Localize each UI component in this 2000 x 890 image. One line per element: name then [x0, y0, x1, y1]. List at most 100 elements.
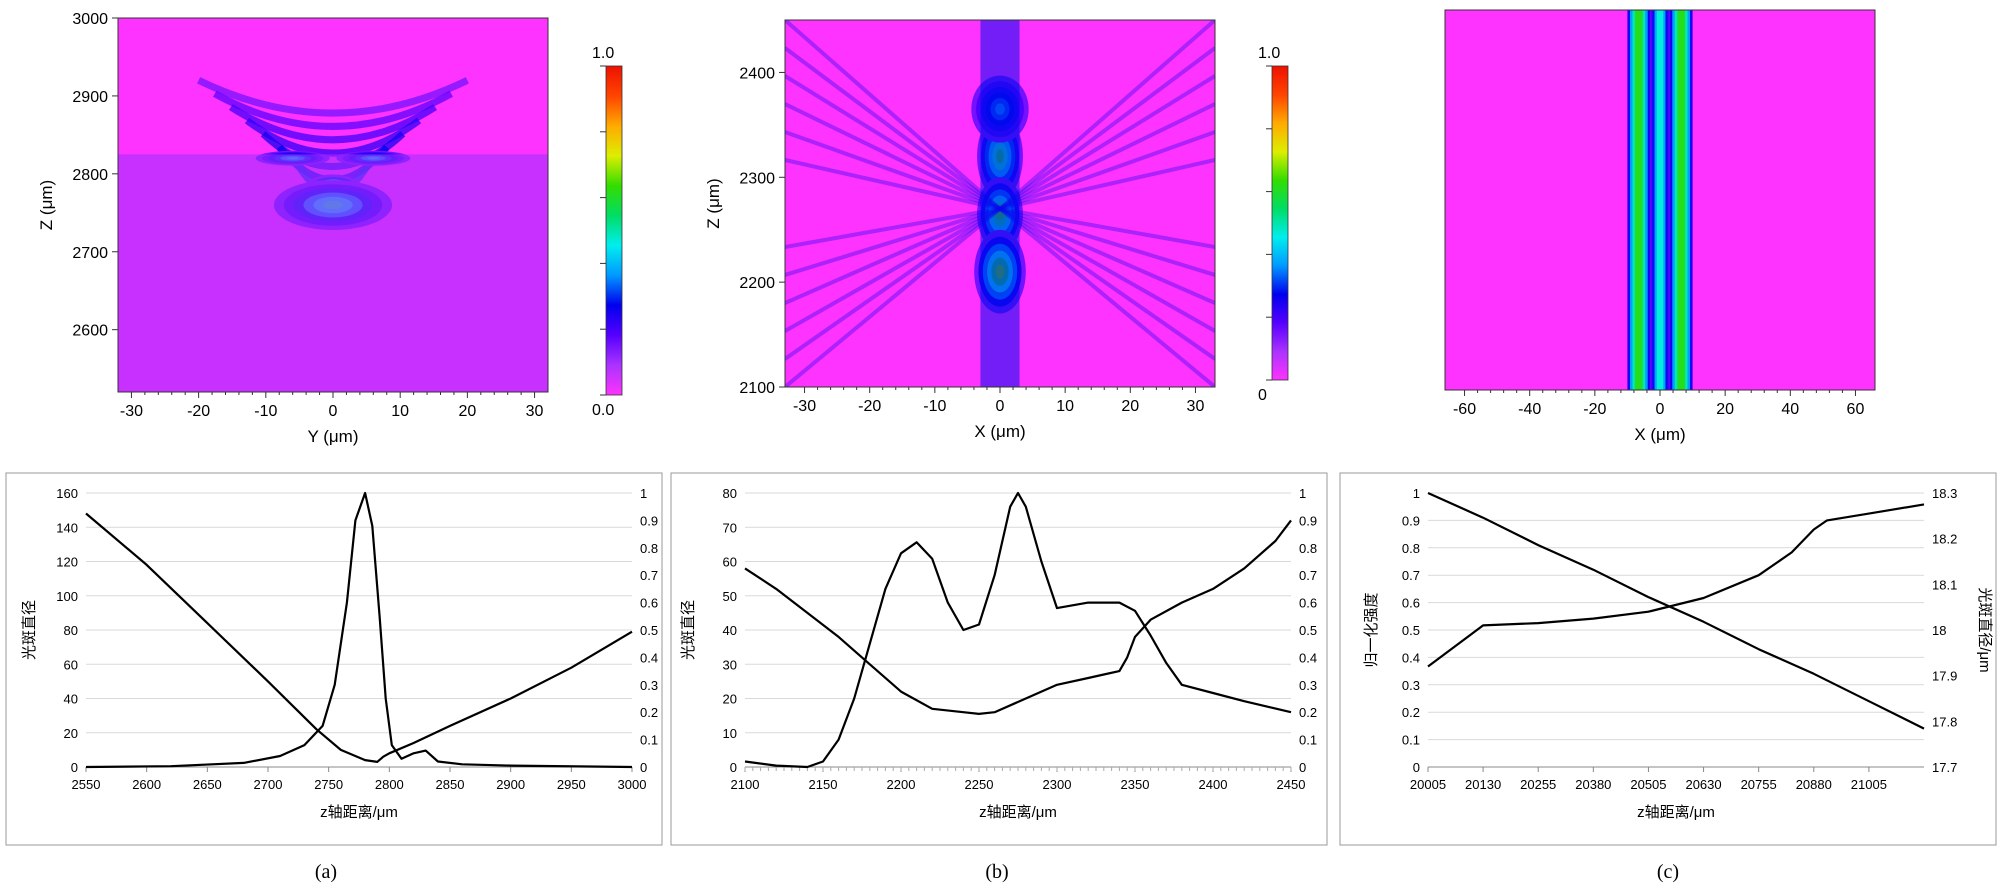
a_plot-ytick-right-label: 1 [640, 486, 647, 501]
a_plot-ytick-right-label: 0.1 [640, 733, 658, 748]
c_plot-ytick-right-label: 17.7 [1932, 760, 1957, 775]
c_plot-xtick-label: 20630 [1685, 777, 1721, 792]
a_plot-xtick-label: 2950 [557, 777, 586, 792]
b_map-axis-glow [980, 20, 1020, 387]
c_map-xtick-label: -40 [1518, 401, 1541, 418]
c_plot-ytick-label: 0.5 [1402, 623, 1420, 638]
b_plot-series-0-line [744, 519, 1292, 715]
c_plot-series-1-line [1427, 503, 1925, 668]
c_plot-ytick-right-label: 17.9 [1932, 669, 1957, 684]
a_map-band-arc-1 [213, 90, 453, 130]
b_plot-xtick-label: 2350 [1121, 777, 1150, 792]
a_plot-ytick-label: 20 [64, 726, 78, 741]
b_plot-xtick-label: 2400 [1199, 777, 1228, 792]
a_map-colorbar [605, 65, 623, 396]
a_plot-ytick-right-label: 0.4 [640, 650, 658, 665]
a_map-colorbar-max: 1.0 [592, 45, 614, 62]
a_plot-xtick-label: 2800 [375, 777, 404, 792]
b_plot-ytick-label: 30 [723, 657, 737, 672]
c_plot-xtick-label: 21005 [1851, 777, 1887, 792]
a_map-ytick-label: 2600 [72, 323, 108, 340]
caption-b: (b) [985, 861, 1008, 883]
a_plot-ytick-right-label: 0.8 [640, 541, 658, 556]
c_plot-ytick-right-label: 18.1 [1932, 577, 1957, 592]
b_plot-ytick-right-label: 0.1 [1299, 733, 1317, 748]
a_map-ytick-label: 2900 [72, 89, 108, 106]
c_plot-ylabel-right: 光斑直径/μm [1976, 587, 1993, 672]
c_plot-ytick-right-label: 17.8 [1932, 714, 1957, 729]
b_plot-ytick-label: 70 [723, 520, 737, 535]
c_plot-ytick-label: 0.2 [1402, 705, 1420, 720]
c_map-xtick-label: -20 [1583, 401, 1606, 418]
a_plot-series-0-line [85, 512, 633, 763]
caption-c: (c) [1657, 861, 1679, 883]
a_plot-ytick-right-label: 0.3 [640, 678, 658, 693]
b_map-ray-up-1-3 [999, 102, 1215, 211]
b_plot-group: 0 10 20 30 40 50 60 70 80 0 0.1 0.2 0.3 0.4 0.5 0.6 0.7 0… [670, 472, 1360, 846]
c_plot-ytick-label: 0 [1413, 760, 1420, 775]
a_map-xtick-label: 0 [329, 403, 338, 420]
c_plot-xtick-label: 20005 [1410, 777, 1446, 792]
c_map-xtick-label: 40 [1781, 401, 1799, 418]
c_plot-group: 0 0.1 0.2 0.3 0.4 0.5 0.6 0.7 0.8 0.9 1 17.7 17.8 17.… [1339, 472, 1997, 846]
b_map-ray-down-1-5 [999, 206, 1215, 249]
b_map-colorbar-min: 0 [1258, 387, 1267, 404]
b_map-ray-down-1-1 [998, 207, 1215, 361]
b_map-field [785, 20, 1215, 387]
b_map-xtick-label: -10 [923, 398, 946, 415]
b_plot-series-1-line [744, 491, 1292, 769]
b_map-ytick-label: 2300 [739, 170, 775, 187]
a_plot-xtick-label: 2600 [132, 777, 161, 792]
a_plot-ytick-right-label: 0.5 [640, 623, 658, 638]
c_map-xtick-label: 0 [1656, 401, 1665, 418]
c_plot-ytick-right-label: 18 [1932, 623, 1946, 638]
b_plot-ytick-right-label: 0 [1299, 760, 1306, 775]
b_map-ray-down-1-4 [999, 206, 1215, 277]
b_map-ray-up-1-5 [999, 158, 1215, 211]
b_map-xtick-label: -20 [858, 398, 881, 415]
a_plot-group: 0 20 40 60 80 100 120 140 160 0 0.1 0.2 0.3 0.4 0.5 0.6… [5, 472, 701, 846]
a_plot-ytick-label: 0 [71, 760, 78, 775]
a_map-ytick-label: 2700 [72, 245, 108, 262]
b_plot-ytick-right-label: 0.8 [1299, 541, 1317, 556]
c_plot-ytick-label: 0.9 [1402, 513, 1420, 528]
caption-a: (a) [315, 861, 337, 883]
b_map-ray-down-1-0 [998, 207, 1215, 387]
b_plot-xtick-label: 2200 [887, 777, 916, 792]
a_map-xtick-label: -20 [187, 403, 210, 420]
c_plot-series-0-line [1427, 491, 1925, 730]
b_map-xtick-label: 30 [1187, 398, 1205, 415]
a_map-ytick-label: 2800 [72, 167, 108, 184]
a_map-ylabel: Z (μm) [37, 180, 56, 230]
b_map-colorbar-max: 1.0 [1258, 45, 1280, 62]
a_plot-ytick-label: 40 [64, 692, 78, 707]
a_map-ytick-label: 3000 [72, 11, 108, 28]
c_plot-ytick-label: 0.7 [1402, 568, 1420, 583]
b_map-xlabel: X (μm) [974, 422, 1025, 441]
b_map-colorbar [1271, 65, 1289, 381]
b_map-xtick-label: 20 [1121, 398, 1139, 415]
c_map-group: -60 -40 -20 0 20 40 60 X (μm) [1444, 9, 1876, 444]
c_plot-ytick-label: 0.8 [1402, 541, 1420, 556]
a_plot-panel-border [5, 472, 663, 846]
b_plot-ytick-label: 20 [723, 692, 737, 707]
c_plot-panel-border [1339, 472, 1997, 846]
a_plot-ytick-right-label: 0 [640, 760, 647, 775]
b_map-ray-up-1-0 [998, 20, 1215, 211]
b_map-xtick-label: 0 [996, 398, 1005, 415]
b_map-ray-up-1-1 [998, 46, 1215, 211]
b_plot-xtick-label: 2450 [1277, 777, 1306, 792]
b_map-ray-down--1-3 [785, 206, 1001, 305]
b_map-ray-down-1-3 [999, 206, 1215, 305]
b_plot-ytick-right-label: 0.6 [1299, 596, 1317, 611]
a_map-group: -30 -20 -10 0 10 20 30 2600 2700 2800 2900 3000 Y (μ… [37, 11, 623, 446]
a_plot-xtick-label: 2550 [72, 777, 101, 792]
c_map-column-0-3 [1634, 10, 1643, 390]
b_plot-panel-border [670, 472, 1328, 846]
c_plot-ytick-label: 0.1 [1402, 733, 1420, 748]
b_map-group: -30 -20 -10 0 10 20 30 2100 2200 2300 2400 X (μm) Z … [704, 19, 1289, 441]
a_plot-xtick-label: 2700 [254, 777, 283, 792]
a_plot-ytick-label: 100 [56, 589, 78, 604]
a_map-field [118, 18, 548, 392]
